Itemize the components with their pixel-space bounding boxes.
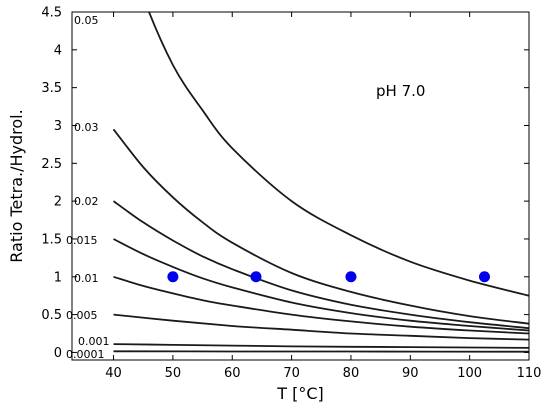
- y-axis-title: Ratio Tetra./Hydrol.: [7, 109, 26, 262]
- curve-0.05: [148, 12, 529, 297]
- y-tick-label: 3: [54, 119, 62, 134]
- data-point: [345, 271, 357, 283]
- x-tick-label: 40: [105, 366, 122, 381]
- curves-layer: [112, 12, 529, 353]
- x-tick-label: 80: [343, 366, 360, 381]
- curve-0.01: [113, 275, 529, 335]
- curve-label-0.05: 0.05: [74, 14, 99, 27]
- y-ticks: 0 0.5 1 1.5 2 2.5 3 3.5 4 4.5: [41, 6, 529, 361]
- plot-frame: [71, 11, 530, 361]
- x-ticks: 40 50 60 70 80 90 100 110: [105, 12, 541, 381]
- curve-label-0.0001: 0.0001: [66, 348, 105, 361]
- x-tick-label: 90: [402, 366, 419, 381]
- curve-label-0.03: 0.03: [74, 121, 99, 134]
- x-tick-label: 70: [283, 366, 300, 381]
- data-points-layer: [167, 271, 490, 283]
- x-tick-label: 110: [517, 366, 542, 381]
- curve-0.015: [113, 238, 529, 332]
- y-tick-label: 4.5: [41, 6, 62, 21]
- ph-annotation: pH 7.0: [376, 82, 425, 100]
- y-tick-label: 2.5: [41, 157, 62, 172]
- x-axis-title: T [°C]: [276, 384, 324, 403]
- y-tick-label: 1: [54, 270, 62, 285]
- curve-0.001: [113, 343, 529, 349]
- data-point: [167, 271, 179, 283]
- curve-0.03: [112, 128, 529, 325]
- y-tick-label: 4: [54, 43, 62, 58]
- curve-label-0.02: 0.02: [74, 195, 99, 208]
- y-tick-label: 2: [54, 195, 62, 210]
- curve-label-0.005: 0.005: [66, 309, 98, 322]
- x-tick-label: 100: [457, 366, 482, 381]
- x-tick-label: 60: [224, 366, 241, 381]
- y-tick-label: 1.5: [41, 232, 62, 247]
- curve-label-0.01: 0.01: [74, 272, 99, 285]
- y-tick-label: 3.5: [41, 81, 62, 96]
- data-point: [478, 271, 490, 283]
- y-tick-label: 0: [54, 346, 62, 361]
- curve-0.005: [113, 313, 529, 341]
- x-tick-label: 50: [165, 366, 182, 381]
- curve-label-0.001: 0.001: [78, 335, 110, 348]
- data-point: [250, 271, 262, 283]
- y-tick-label: 0.5: [41, 308, 62, 323]
- curve-label-0.015: 0.015: [66, 234, 98, 247]
